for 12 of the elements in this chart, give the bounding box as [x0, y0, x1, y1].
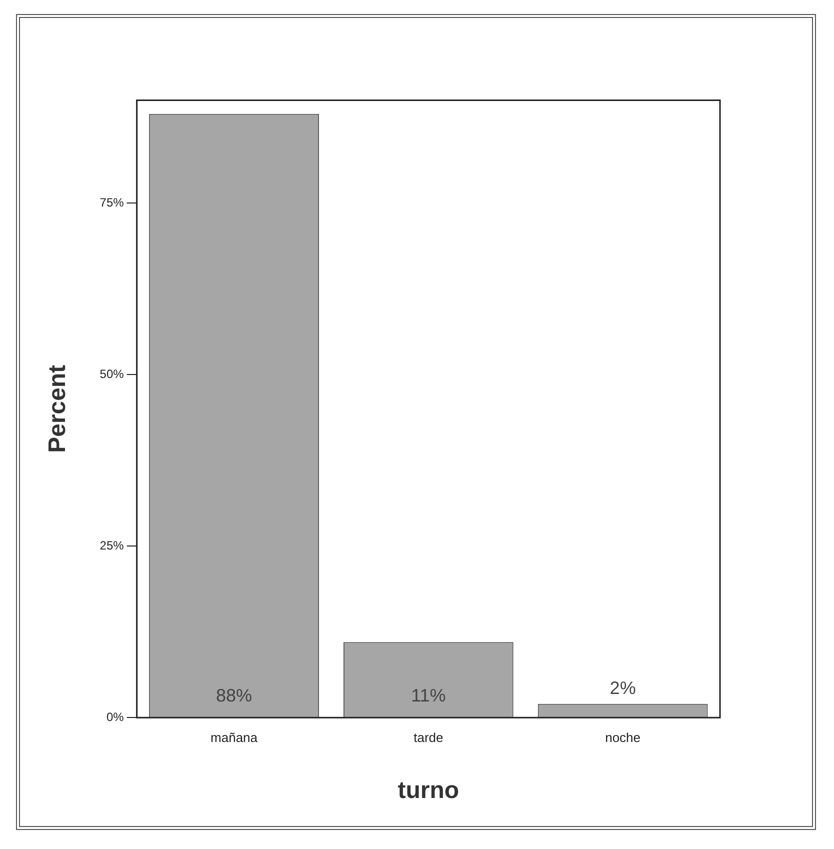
y-tick-label: 0%: [106, 710, 124, 724]
data-label: 11%: [411, 686, 446, 706]
x-tick-label: noche: [605, 730, 641, 745]
data-label: 2%: [610, 678, 636, 698]
data-label: 88%: [216, 686, 252, 706]
y-tick-label: 75%: [100, 195, 124, 210]
x-axis-title: turno: [398, 777, 460, 804]
y-axis-title: Percent: [44, 364, 72, 453]
x-tick-label: tarde: [414, 730, 444, 745]
y-tick-label: 50%: [100, 366, 124, 381]
x-tick-label: mañana: [210, 730, 258, 745]
y-tick-label: 25%: [100, 538, 124, 552]
